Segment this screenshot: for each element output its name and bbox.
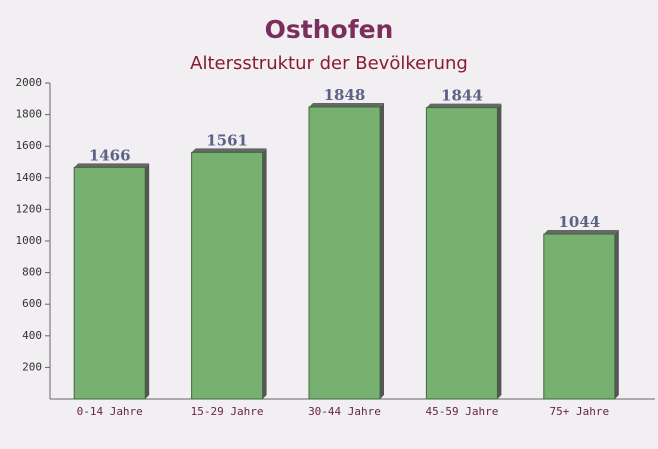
bar-shadow [74, 163, 150, 168]
y-tick-label: 1400 [16, 171, 43, 184]
bar [308, 106, 381, 400]
x-tick-label: 0-14 Jahre [77, 405, 143, 418]
bar [191, 151, 264, 400]
x-tick-label: 75+ Jahre [549, 405, 609, 418]
chart-subtitle: Altersstruktur der Bevölkerung [190, 53, 468, 74]
bar-shadow [309, 103, 384, 108]
value-label: 1844 [441, 87, 483, 105]
x-tick-label: 30-44 Jahre [308, 405, 381, 418]
bar-shadow [191, 148, 267, 153]
y-tick-label: 1200 [16, 202, 43, 215]
bar-shadow [262, 148, 267, 399]
y-tick-label: 600 [22, 297, 42, 310]
value-label: 1848 [324, 86, 366, 104]
value-label: 1466 [89, 146, 131, 164]
bar-shadow [426, 103, 502, 108]
y-tick-label: 800 [22, 266, 42, 279]
bar-shadow [543, 230, 619, 235]
bar-shadow [614, 230, 619, 399]
bar-shadow [380, 103, 384, 400]
x-tick-label: 45-59 Jahre [425, 405, 498, 418]
y-tick-label: 1000 [16, 234, 43, 247]
bar [543, 233, 616, 400]
x-tick-label: 15-29 Jahre [191, 405, 264, 418]
y-tick-label: 200 [22, 360, 42, 373]
y-tick-label: 400 [22, 329, 42, 342]
bar [73, 166, 146, 400]
bar-shadow [145, 163, 150, 399]
bar [425, 107, 498, 400]
y-tick-label: 1800 [16, 108, 43, 121]
bar-shadow [497, 103, 502, 399]
y-tick-label: 2000 [16, 76, 43, 89]
y-tick-label: 1600 [16, 139, 43, 152]
value-label: 1044 [558, 213, 600, 231]
chart-title: Osthofen [265, 15, 394, 44]
value-label: 1561 [206, 131, 248, 149]
